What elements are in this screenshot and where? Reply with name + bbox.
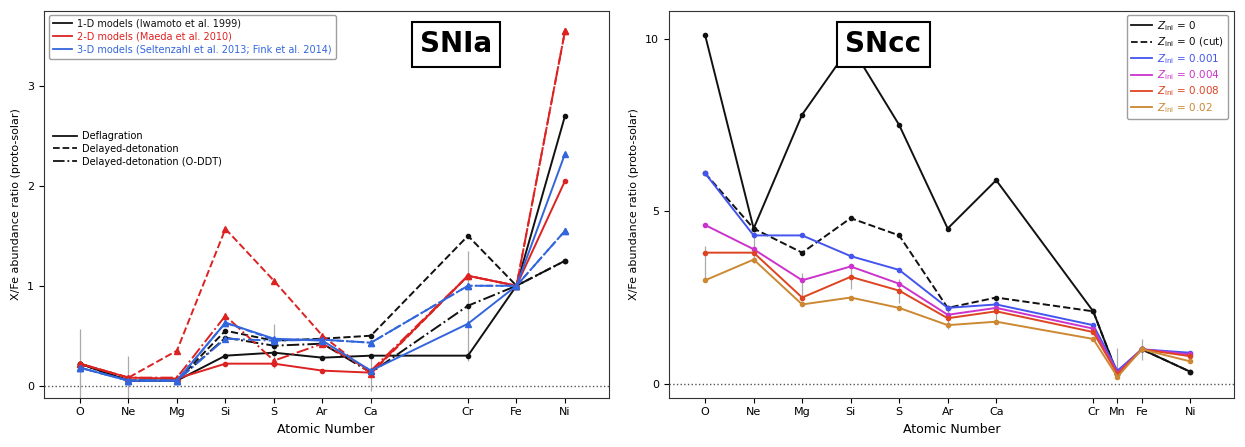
Text: SNIa: SNIa <box>420 30 492 59</box>
X-axis label: Atomic Number: Atomic Number <box>903 423 1000 436</box>
Y-axis label: X/Fe abundance ratio (proto-solar): X/Fe abundance ratio (proto-solar) <box>11 109 21 300</box>
Text: SNcc: SNcc <box>845 30 921 59</box>
Y-axis label: X/Fe abundance ratio (proto-solar): X/Fe abundance ratio (proto-solar) <box>630 109 640 300</box>
Legend: Deflagration, Delayed-detonation, Delayed-detonation (O-DDT): Deflagration, Delayed-detonation, Delaye… <box>49 127 227 171</box>
Legend: $Z_{\rm ini}$ = 0, $Z_{\rm ini}$ = 0 (cut), $Z_{\rm ini}$ = 0.001, $Z_{\rm ini}$: $Z_{\rm ini}$ = 0, $Z_{\rm ini}$ = 0 (cu… <box>1127 15 1229 119</box>
X-axis label: Atomic Number: Atomic Number <box>278 423 375 436</box>
